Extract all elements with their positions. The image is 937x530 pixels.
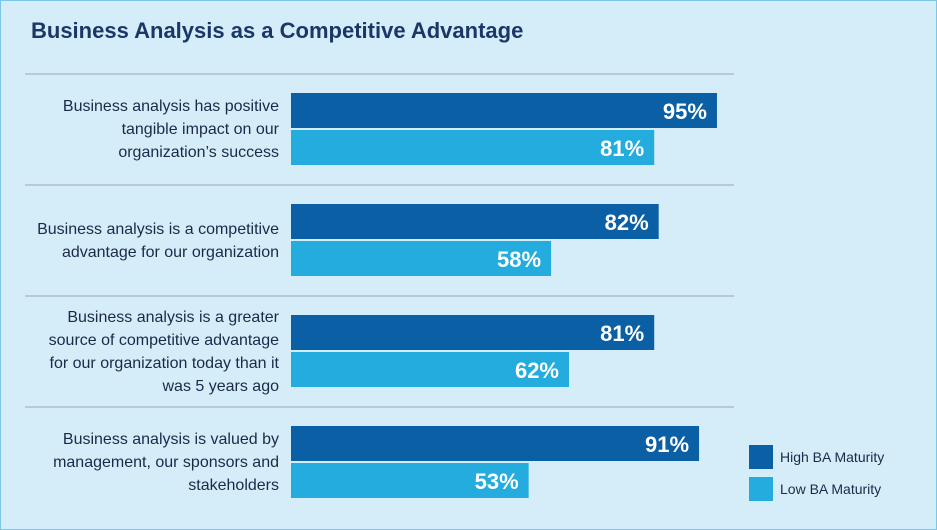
bar bbox=[291, 463, 529, 498]
legend-swatch bbox=[749, 477, 773, 501]
bar bbox=[291, 352, 570, 387]
value-label: 53% bbox=[475, 469, 519, 494]
bar bbox=[291, 130, 655, 165]
legend-swatch bbox=[749, 445, 773, 469]
bar bbox=[291, 426, 700, 461]
value-label: 81% bbox=[600, 136, 644, 161]
legend-label: High BA Maturity bbox=[780, 449, 884, 465]
bar bbox=[291, 204, 659, 239]
bar bbox=[291, 93, 717, 128]
bar bbox=[291, 241, 552, 276]
value-label: 82% bbox=[605, 210, 649, 235]
bar bbox=[291, 315, 655, 350]
value-label: 58% bbox=[497, 247, 541, 272]
category-label: Business analysis has positive tangible … bbox=[62, 98, 279, 161]
chart-title: Business Analysis as a Competitive Advan… bbox=[31, 18, 524, 43]
category-label: Business analysis is valued by managemen… bbox=[53, 431, 279, 494]
legend-label: Low BA Maturity bbox=[780, 481, 881, 497]
value-label: 81% bbox=[600, 321, 644, 346]
category-label: Business analysis is a greater source of… bbox=[48, 308, 279, 395]
value-label: 62% bbox=[515, 358, 559, 383]
value-label: 95% bbox=[663, 99, 707, 124]
category-label: Business analysis is a competitive advan… bbox=[37, 220, 279, 261]
value-label: 91% bbox=[645, 432, 689, 457]
